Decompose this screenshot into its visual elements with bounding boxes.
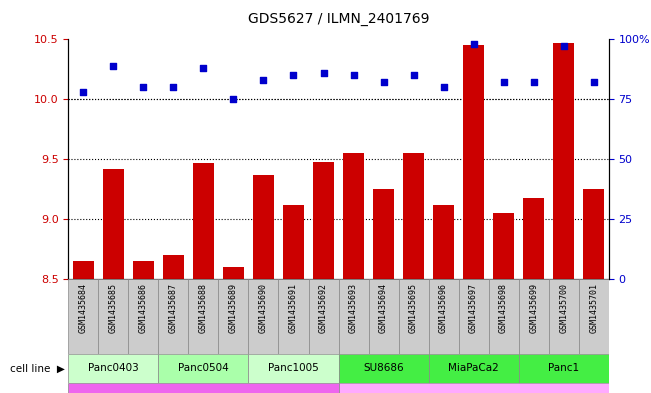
Text: GSM1435700: GSM1435700 <box>559 283 568 333</box>
Point <box>229 96 239 102</box>
Bar <box>523 198 544 279</box>
Text: GSM1435690: GSM1435690 <box>259 283 268 333</box>
Text: GSM1435687: GSM1435687 <box>169 283 178 333</box>
Bar <box>339 383 609 393</box>
Point <box>198 65 208 71</box>
Bar <box>283 205 304 279</box>
Text: SU8686: SU8686 <box>363 364 404 373</box>
Bar <box>223 267 244 279</box>
Bar <box>458 279 489 354</box>
Point <box>438 84 449 90</box>
Text: cell line  ▶: cell line ▶ <box>10 364 65 373</box>
Text: Panc1: Panc1 <box>548 364 579 373</box>
Text: GSM1435695: GSM1435695 <box>409 283 418 333</box>
Point <box>258 77 269 83</box>
Bar <box>158 279 188 354</box>
Text: GSM1435684: GSM1435684 <box>79 283 88 333</box>
Bar <box>309 279 339 354</box>
Bar <box>373 189 394 279</box>
Bar <box>98 279 128 354</box>
Bar <box>519 279 549 354</box>
Bar <box>313 162 334 279</box>
Bar <box>73 261 94 279</box>
Text: GSM1435696: GSM1435696 <box>439 283 448 333</box>
Text: GSM1435699: GSM1435699 <box>529 283 538 333</box>
Text: MiaPaCa2: MiaPaCa2 <box>449 364 499 373</box>
Bar <box>103 169 124 279</box>
Bar <box>343 153 364 279</box>
Bar <box>428 279 458 354</box>
Text: GDS5627 / ILMN_2401769: GDS5627 / ILMN_2401769 <box>248 12 429 26</box>
Text: Panc1005: Panc1005 <box>268 364 319 373</box>
Bar <box>463 45 484 279</box>
Bar <box>68 383 339 393</box>
Bar <box>279 279 309 354</box>
Bar <box>493 213 514 279</box>
Point <box>559 43 569 50</box>
Text: GSM1435693: GSM1435693 <box>349 283 358 333</box>
Bar <box>339 354 428 383</box>
Bar <box>428 354 519 383</box>
Point <box>589 79 599 86</box>
Bar <box>128 279 158 354</box>
Point <box>378 79 389 86</box>
Bar <box>583 189 604 279</box>
Point <box>318 70 329 76</box>
Text: GSM1435691: GSM1435691 <box>289 283 298 333</box>
Point <box>108 62 118 69</box>
Point <box>469 41 479 47</box>
Text: GSM1435698: GSM1435698 <box>499 283 508 333</box>
Bar <box>68 279 98 354</box>
Bar <box>579 279 609 354</box>
Bar <box>433 205 454 279</box>
Bar <box>339 279 368 354</box>
Bar <box>163 255 184 279</box>
Bar <box>553 43 574 279</box>
Point <box>529 79 539 86</box>
Bar <box>403 153 424 279</box>
Bar <box>219 279 249 354</box>
Point <box>288 72 299 78</box>
Bar <box>489 279 519 354</box>
Point <box>138 84 148 90</box>
Bar <box>249 354 339 383</box>
Point <box>348 72 359 78</box>
Bar <box>398 279 428 354</box>
Text: GSM1435688: GSM1435688 <box>199 283 208 333</box>
Point <box>168 84 178 90</box>
Text: GSM1435689: GSM1435689 <box>229 283 238 333</box>
Bar <box>68 354 158 383</box>
Bar <box>158 354 249 383</box>
Bar <box>549 279 579 354</box>
Text: GSM1435694: GSM1435694 <box>379 283 388 333</box>
Text: GSM1435686: GSM1435686 <box>139 283 148 333</box>
Text: GSM1435685: GSM1435685 <box>109 283 118 333</box>
Bar <box>133 261 154 279</box>
Bar <box>253 175 274 279</box>
Text: GSM1435701: GSM1435701 <box>589 283 598 333</box>
Point <box>78 89 89 95</box>
Point <box>499 79 509 86</box>
Text: Panc0403: Panc0403 <box>88 364 139 373</box>
Bar <box>368 279 398 354</box>
Text: Panc0504: Panc0504 <box>178 364 229 373</box>
Text: GSM1435692: GSM1435692 <box>319 283 328 333</box>
Text: GSM1435697: GSM1435697 <box>469 283 478 333</box>
Bar <box>519 354 609 383</box>
Bar <box>249 279 279 354</box>
Point <box>408 72 419 78</box>
Bar <box>193 163 214 279</box>
Bar <box>188 279 219 354</box>
